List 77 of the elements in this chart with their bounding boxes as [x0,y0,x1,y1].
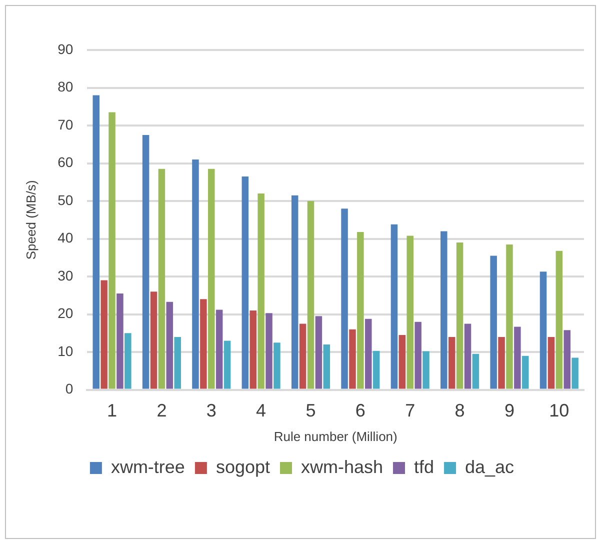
bar [365,318,372,389]
bar [174,336,181,389]
bar [200,299,207,389]
bar [192,159,199,389]
bar [242,176,249,389]
y-tick-label: 60 [58,154,74,170]
x-tick-label: 10 [549,400,570,421]
bar [341,208,348,389]
legend-label: xwm-hash [300,456,384,477]
bar [108,112,116,389]
bar [166,302,174,389]
x-tick-label: 7 [405,400,416,421]
x-tick-label: 9 [504,400,514,421]
bar [208,168,215,389]
bar [357,232,364,389]
bar [250,310,256,389]
bar [564,330,570,389]
bar [299,324,306,389]
bar [390,224,398,389]
legend-label: xwm-tree [110,456,185,477]
bar [158,168,166,389]
bar [464,324,472,389]
y-tick-label: 70 [58,116,74,132]
bar [307,201,314,389]
y-tick-label: 50 [58,192,74,208]
bar [448,336,456,389]
bar [323,344,330,389]
bar [514,326,521,389]
bar [291,195,298,389]
bar [556,250,563,389]
bar [315,316,322,389]
legend-label: da_ac [465,456,514,477]
bar [540,272,547,389]
bar [572,358,578,389]
bar [472,354,480,389]
bar [100,280,108,389]
y-tick-label: 0 [65,380,74,397]
bar [422,351,430,389]
y-axis-title: Speed (MB/s) [23,180,38,260]
legend-label: sogopt [216,456,270,477]
y-tick-label: 80 [58,78,74,95]
bar [456,242,464,389]
bar [522,356,529,389]
bar [216,310,223,389]
bar [224,340,231,389]
y-tick-label: 90 [58,40,74,57]
bar [398,335,406,389]
y-tick-label: 40 [58,230,74,246]
bar [406,236,414,389]
bar [274,342,280,389]
bar [116,294,124,389]
x-tick-label: 6 [355,400,366,421]
x-tick-label: 4 [256,400,266,421]
bar [414,322,422,389]
x-tick-label: 5 [306,400,316,421]
x-tick-label: 2 [156,400,167,421]
x-tick-label: 3 [206,400,216,421]
bar [490,256,497,389]
y-tick-label: 10 [58,342,74,359]
bar [142,134,150,389]
bar [372,350,380,389]
bar [92,95,100,389]
legend-label: tfd [414,456,434,477]
y-tick-label: 30 [58,267,74,284]
bar [266,313,272,389]
x-tick-label: 8 [454,400,465,421]
y-tick-label: 20 [58,305,74,322]
bar [498,336,505,389]
bar [124,333,132,389]
bar [506,244,513,389]
bar [150,292,158,389]
bar [258,193,264,389]
bar [548,336,555,389]
x-axis-title: Rule number (Million) [274,428,398,444]
x-tick-label: 1 [107,400,118,421]
bar [440,231,448,389]
bar [349,329,356,389]
